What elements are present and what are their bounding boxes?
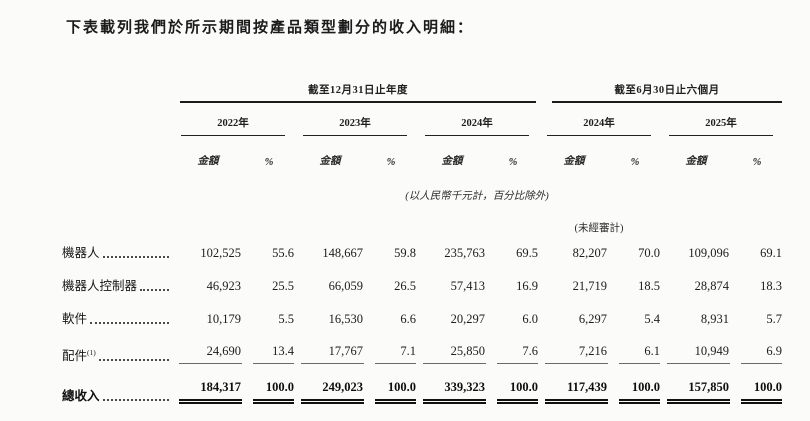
cell-value: 7,216 [545,344,609,364]
year-header-2024: 2024年 [425,115,530,136]
leader-dots [102,399,169,401]
label-column-spacer [62,79,172,103]
amount-header: 金額 [197,156,219,167]
table-row-total-revenue: 總收入 184,317 100.0 249,023 100.0 339,323 … [62,367,783,408]
unit-note: (以人民幣千元計，百分比除外) [405,191,549,202]
period-group-interim: 截至6月30日止六個月 [538,79,783,103]
cell-value: 7.1 [375,344,416,364]
cell-value: 25,850 [423,344,486,364]
percent-header: % [752,157,762,168]
cell-value: 69.1 [760,246,783,260]
cell-value: 57,413 [450,279,485,293]
total-cell-value: 249,023 [301,380,364,404]
revenue-by-product-table: 截至12月31日止年度 截至6月30日止六個月 2022年 2023年 2024… [62,79,783,408]
row-label: 軟件 [62,312,88,326]
table-row-robots: 機器人 102,525 55.6 148,667 59.8 235,763 69… [62,235,782,268]
cell-value: 70.0 [638,246,661,260]
cell-value: 28,874 [694,279,730,293]
leader-dots [140,289,169,291]
total-cell-value: 100.0 [619,380,661,404]
amount-header: 金額 [685,156,707,167]
cell-value: 26.5 [394,279,416,293]
cell-value: 18.3 [760,279,783,293]
total-cell-value: 157,850 [667,380,731,404]
cell-value: 102,525 [200,246,241,260]
cell-value: 6.0 [522,312,539,326]
amount-header: 金額 [563,156,585,167]
unit-note-row: (以人民幣千元計，百分比除外) [62,171,782,203]
cell-value: 25.5 [272,279,294,293]
total-cell-value: 184,317 [179,380,242,404]
leader-dots [90,322,169,324]
cell-value: 16.9 [516,279,539,293]
cell-value: 148,667 [322,246,363,260]
cell-value: 82,207 [572,246,608,260]
row-label: 機器人 [62,246,100,260]
total-row-label: 總收入 [62,389,100,403]
cell-value: 55.6 [272,246,294,260]
total-cell-value: 100.0 [253,380,294,404]
unaudited-note-row: (未經審計) [62,203,782,235]
cell-value: 6.9 [741,344,783,364]
leader-dots [98,359,169,361]
leader-dots [102,256,169,258]
cell-value: 10,949 [667,344,731,364]
year-header-2022: 2022年 [181,115,285,136]
amount-header: 金額 [319,156,341,167]
cell-value: 17,767 [301,344,364,364]
percent-header: % [386,157,396,168]
row-label: 配件(1) [62,347,96,363]
table-row-robot-controllers: 機器人控制器 46,923 25.5 66,059 26.5 57,413 16… [62,268,782,301]
percent-header: % [630,157,640,168]
cell-value: 5.7 [766,312,783,326]
total-cell-value: 100.0 [497,380,539,404]
year-header-row: 2022年 2023年 2024年 2024年 2025年 [62,103,782,136]
year-header-2024-interim: 2024年 [547,115,652,136]
total-cell-value: 100.0 [741,380,783,404]
cell-value: 6,297 [578,312,608,326]
cell-value: 18.5 [638,279,661,293]
unaudited-note: (未經審計) [574,223,624,234]
percent-header: % [264,157,274,168]
cell-value: 5.5 [278,312,294,326]
cell-value: 5.4 [644,312,661,326]
cell-value: 7.6 [497,344,539,364]
cell-value: 8,931 [700,312,730,326]
column-subheader-row: 金額 % 金額 % 金額 % 金額 % 金額 % [62,136,782,171]
intro-text: 下表載列我們於所示期間按產品類型劃分的收入明細： [66,20,475,36]
cell-value: 6.6 [400,312,416,326]
year-header-2023: 2023年 [303,115,407,136]
amount-header: 金額 [441,156,463,167]
cell-value: 24,690 [179,344,242,364]
cell-value: 69.5 [516,246,539,260]
row-label: 機器人控制器 [62,279,138,293]
total-cell-value: 339,323 [423,380,486,404]
period-group-header-row: 截至12月31日止年度 截至6月30日止六個月 [62,79,783,103]
cell-value: 66,059 [328,279,363,293]
cell-value: 235,763 [444,246,485,260]
cell-value: 46,923 [206,279,241,293]
cell-value: 20,297 [450,312,485,326]
cell-value: 59.8 [394,246,416,260]
cell-value: 13.4 [253,344,294,364]
footnote-marker: (1) [87,347,96,357]
year-header-2025-interim: 2025年 [669,115,774,136]
cell-value: 6.1 [619,344,661,364]
period-group-annual: 截至12月31日止年度 [172,79,538,103]
cell-value: 21,719 [572,279,608,293]
period-group-annual-label: 截至12月31日止年度 [180,82,537,103]
table-row-accessories: 配件(1) 24,690 13.4 17,767 7.1 25,850 7.6 … [62,334,783,367]
period-group-interim-label: 截至6月30日止六個月 [552,82,783,103]
table-row-software: 軟件 10,179 5.5 16,530 6.6 20,297 6.0 6,29… [62,301,782,334]
cell-value: 10,179 [206,312,241,326]
cell-value: 109,096 [688,246,730,260]
total-cell-value: 117,439 [545,380,609,404]
percent-header: % [508,157,518,168]
total-cell-value: 100.0 [375,380,416,404]
cell-value: 16,530 [328,312,363,326]
